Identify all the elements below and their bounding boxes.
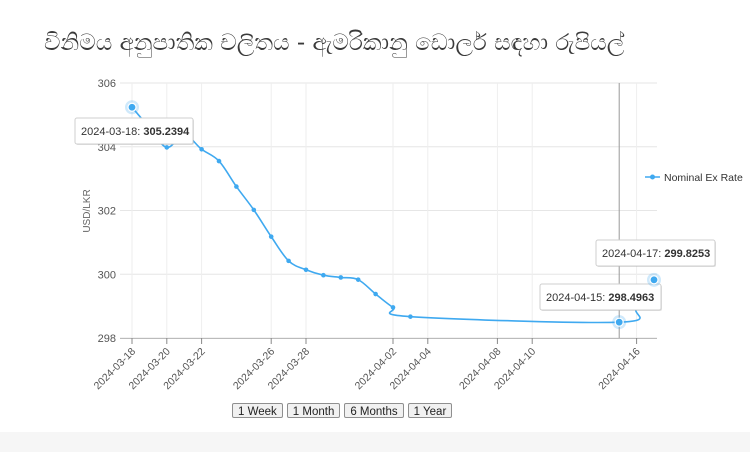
- data-point: [390, 305, 396, 310]
- data-point: [164, 145, 170, 150]
- data-point: [303, 267, 309, 273]
- hover-point: [614, 317, 624, 327]
- grid-lines: [120, 82, 657, 339]
- tooltip-text: 2024-04-17: 299.8253: [602, 248, 710, 260]
- footer-band: [0, 432, 750, 452]
- y-tick-label: 304: [98, 142, 116, 154]
- chart-title: විනිමය අනුපාතික චලිතය - ඇමරිකානු ඩොලර් ස…: [44, 30, 625, 56]
- hover-point: [127, 102, 137, 112]
- y-tick-label: 300: [98, 269, 116, 281]
- tooltip-text: 2024-04-15: 298.4963: [546, 292, 654, 304]
- tooltip-box: [539, 283, 662, 311]
- data-point: [199, 147, 204, 152]
- data-point: [234, 184, 239, 189]
- data-point: [286, 258, 291, 264]
- x-tick-label: 2024-04-16: [596, 346, 643, 393]
- data-point: [373, 291, 378, 297]
- data-point: [408, 314, 413, 319]
- data-point: [216, 158, 222, 164]
- tooltip-text: 2024-03-18: 305.2394: [81, 126, 190, 138]
- data-point: [355, 277, 361, 282]
- data-point: [251, 207, 257, 213]
- y-tick-label: 306: [98, 78, 116, 90]
- range-1-year-button[interactable]: 1 Year: [407, 403, 453, 418]
- y-axis: 298 300 302 304 306: [98, 78, 116, 345]
- hover-point: [649, 275, 659, 285]
- range-selector: 1 Week 1 Month 6 Months 1 Year: [232, 403, 453, 418]
- y-axis-label: USD/LKR: [82, 189, 93, 232]
- data-point: [268, 234, 274, 239]
- legend-marker: [650, 174, 655, 180]
- data-point: [321, 272, 326, 278]
- legend: Nominal Ex Rate: [645, 172, 743, 184]
- y-tick-label: 298: [98, 333, 116, 345]
- tooltip-box: [74, 117, 194, 145]
- tooltips-layer: 2024-03-18: 305.2394 2024-04-15: 298.4963…: [74, 100, 716, 330]
- y-tick-label: 302: [98, 206, 116, 218]
- range-1-week-button[interactable]: 1 Week: [232, 403, 283, 418]
- range-6-months-button[interactable]: 6 Months: [344, 403, 404, 418]
- legend-label: Nominal Ex Rate: [664, 172, 743, 184]
- range-1-month-button[interactable]: 1 Month: [286, 403, 341, 418]
- data-point: [338, 275, 344, 280]
- tooltip-box: [595, 239, 716, 267]
